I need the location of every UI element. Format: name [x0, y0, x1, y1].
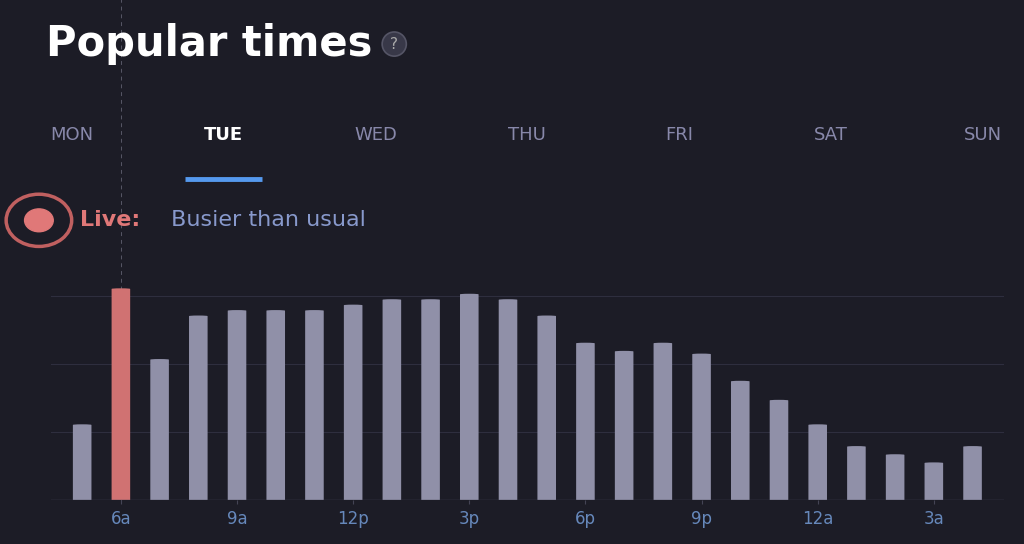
FancyBboxPatch shape — [460, 294, 478, 500]
FancyBboxPatch shape — [189, 316, 208, 500]
Text: WED: WED — [354, 126, 397, 144]
FancyBboxPatch shape — [266, 310, 285, 500]
Text: THU: THU — [509, 126, 546, 144]
Text: ?: ? — [390, 36, 398, 52]
FancyBboxPatch shape — [577, 343, 595, 500]
FancyBboxPatch shape — [847, 446, 865, 500]
Text: Popular times: Popular times — [46, 23, 373, 65]
FancyBboxPatch shape — [112, 288, 130, 500]
FancyBboxPatch shape — [421, 299, 440, 500]
FancyBboxPatch shape — [305, 310, 324, 500]
Circle shape — [25, 209, 53, 232]
FancyBboxPatch shape — [383, 299, 401, 500]
Text: Live:: Live: — [80, 211, 140, 230]
FancyBboxPatch shape — [692, 354, 711, 500]
FancyBboxPatch shape — [344, 305, 362, 500]
FancyBboxPatch shape — [614, 351, 634, 500]
FancyBboxPatch shape — [964, 446, 982, 500]
FancyBboxPatch shape — [499, 299, 517, 500]
Text: MON: MON — [50, 126, 93, 144]
FancyBboxPatch shape — [770, 400, 788, 500]
FancyBboxPatch shape — [653, 343, 672, 500]
Text: SAT: SAT — [814, 126, 848, 144]
FancyBboxPatch shape — [808, 424, 827, 500]
Text: FRI: FRI — [666, 126, 693, 144]
FancyBboxPatch shape — [538, 316, 556, 500]
FancyBboxPatch shape — [73, 424, 91, 500]
FancyBboxPatch shape — [151, 359, 169, 500]
FancyBboxPatch shape — [925, 462, 943, 500]
Text: SUN: SUN — [964, 126, 1002, 144]
Text: Busier than usual: Busier than usual — [164, 211, 366, 230]
FancyBboxPatch shape — [731, 381, 750, 500]
Text: TUE: TUE — [204, 126, 243, 144]
FancyBboxPatch shape — [227, 310, 247, 500]
FancyBboxPatch shape — [886, 454, 904, 500]
